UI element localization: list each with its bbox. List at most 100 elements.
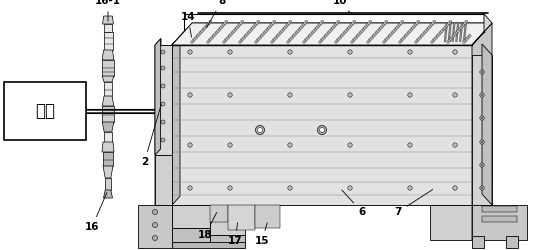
Circle shape (284, 26, 286, 29)
Circle shape (339, 36, 342, 39)
Circle shape (388, 34, 391, 37)
Circle shape (378, 28, 381, 31)
Circle shape (416, 22, 419, 25)
Polygon shape (172, 23, 492, 45)
Circle shape (253, 25, 256, 28)
Circle shape (244, 34, 247, 37)
Circle shape (240, 22, 243, 25)
Circle shape (453, 143, 457, 147)
Circle shape (377, 30, 379, 32)
Circle shape (270, 23, 273, 26)
Circle shape (348, 93, 352, 97)
Polygon shape (172, 228, 210, 242)
Circle shape (256, 39, 259, 42)
Circle shape (237, 25, 240, 28)
Circle shape (250, 28, 253, 31)
Circle shape (159, 69, 165, 75)
Polygon shape (155, 155, 172, 205)
Circle shape (459, 26, 462, 29)
Circle shape (458, 28, 461, 31)
Circle shape (384, 39, 387, 42)
Circle shape (288, 50, 292, 54)
Circle shape (305, 20, 308, 23)
Circle shape (225, 20, 228, 23)
Circle shape (460, 30, 462, 32)
Circle shape (224, 22, 226, 25)
Polygon shape (255, 205, 280, 228)
Circle shape (464, 28, 466, 30)
Circle shape (213, 34, 215, 37)
Circle shape (456, 30, 458, 32)
Circle shape (465, 20, 468, 23)
Circle shape (455, 31, 458, 34)
Circle shape (161, 50, 165, 54)
Circle shape (159, 175, 165, 181)
Circle shape (281, 30, 284, 32)
Circle shape (464, 32, 466, 34)
Circle shape (405, 34, 407, 37)
Circle shape (422, 33, 424, 35)
Circle shape (306, 38, 308, 40)
Circle shape (447, 23, 449, 26)
Circle shape (302, 23, 305, 26)
Circle shape (285, 25, 288, 28)
Circle shape (457, 26, 459, 28)
Circle shape (202, 28, 205, 31)
Circle shape (242, 38, 244, 40)
Circle shape (214, 33, 216, 35)
Circle shape (372, 34, 375, 37)
Circle shape (448, 36, 450, 38)
Circle shape (277, 34, 279, 37)
Circle shape (335, 40, 337, 43)
Text: 8: 8 (207, 0, 225, 28)
Circle shape (215, 31, 218, 34)
Circle shape (259, 36, 261, 39)
Polygon shape (103, 16, 114, 24)
Bar (102, 60, 114, 76)
Circle shape (307, 36, 310, 39)
Circle shape (282, 28, 285, 31)
Circle shape (383, 40, 385, 43)
Circle shape (403, 36, 406, 39)
Circle shape (289, 38, 292, 40)
Circle shape (199, 31, 202, 34)
Circle shape (273, 20, 276, 23)
Circle shape (453, 24, 455, 26)
Circle shape (393, 30, 395, 32)
Circle shape (449, 28, 451, 30)
Circle shape (278, 33, 280, 35)
Circle shape (310, 33, 313, 35)
Polygon shape (155, 45, 172, 205)
Circle shape (444, 34, 447, 36)
Text: 14: 14 (181, 12, 195, 37)
Circle shape (341, 34, 343, 37)
Circle shape (448, 38, 450, 40)
Text: 15: 15 (255, 223, 269, 246)
Circle shape (346, 28, 349, 31)
Circle shape (459, 36, 462, 38)
Circle shape (240, 39, 243, 42)
Circle shape (371, 36, 374, 39)
Circle shape (320, 22, 323, 25)
Text: 气源: 气源 (35, 102, 55, 120)
Circle shape (442, 28, 445, 31)
Circle shape (463, 36, 465, 38)
Circle shape (263, 31, 266, 34)
Circle shape (225, 38, 228, 40)
Circle shape (426, 28, 429, 31)
Circle shape (317, 25, 320, 28)
Circle shape (221, 25, 224, 28)
Bar (104, 82, 112, 96)
Circle shape (227, 36, 230, 39)
Circle shape (311, 31, 314, 34)
Circle shape (241, 20, 244, 23)
Circle shape (356, 34, 359, 37)
Circle shape (480, 163, 484, 167)
Circle shape (358, 33, 360, 35)
Text: 6: 6 (342, 190, 366, 217)
Polygon shape (482, 44, 492, 205)
Circle shape (322, 38, 324, 40)
Circle shape (463, 40, 465, 42)
Circle shape (457, 24, 459, 26)
Circle shape (464, 39, 467, 42)
